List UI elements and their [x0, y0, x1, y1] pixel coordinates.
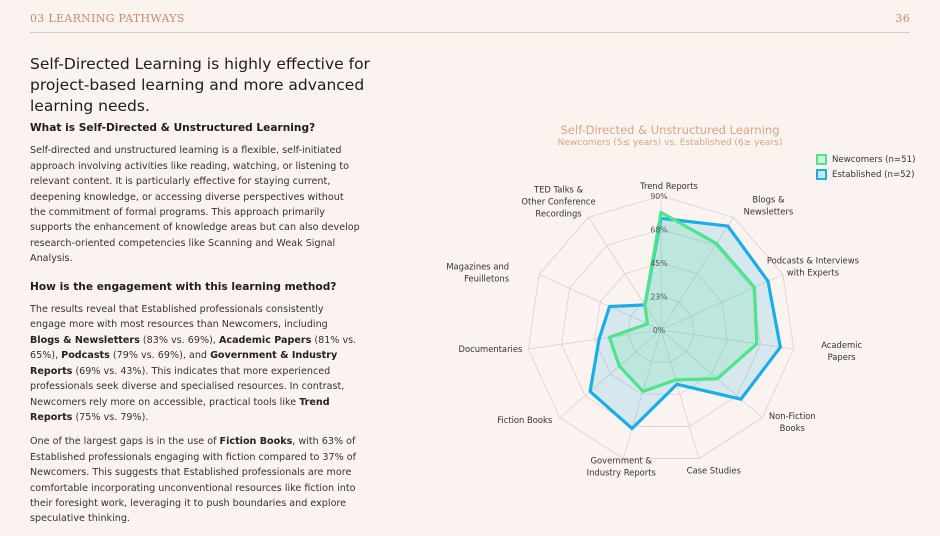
category-label: Papers [828, 352, 856, 362]
category-label: Other Conference [521, 196, 595, 206]
section-heading-engagement: How is the engagement with this learning… [30, 280, 337, 293]
paragraph-text: (75% vs. 79%). [72, 411, 149, 423]
category-label: with Experts [787, 267, 839, 277]
legend-item-established: Established (n=52) [816, 169, 915, 180]
highlighted-resource: Podcasts [61, 350, 110, 362]
category-label: Magazines and [446, 261, 509, 271]
legend-swatch-newcomers [816, 154, 827, 165]
highlighted-resource: Trend Reports [30, 396, 330, 423]
text-column: What is Self-Directed & Unstructured Lea… [30, 121, 360, 536]
category-label: Feuilletons [464, 273, 509, 283]
category-label: Government & [591, 456, 653, 466]
newcomers-series [607, 210, 759, 394]
paragraph-text: (79% vs. 69%), and [109, 350, 211, 362]
page-number: 36 [895, 12, 910, 25]
legend-item-newcomers: Newcomers (n=51) [816, 154, 915, 165]
section-label: 03 LEARNING PATHWAYS [30, 12, 185, 25]
grid-spoke [588, 217, 662, 331]
grid-spoke [660, 329, 763, 419]
legend-swatch-established [816, 169, 827, 180]
paragraph-text: (83% vs. 69%), [139, 334, 219, 346]
chart-subtitle: Newcomers (5≤ years) vs. Established (6≥… [557, 138, 783, 148]
paragraph-text: (69% vs. 43%). This indicates that more … [30, 365, 345, 408]
page-headline: Self-Directed Learning is highly effecti… [30, 55, 370, 115]
grid-ring [561, 229, 761, 427]
grid-spoke [660, 273, 784, 331]
highlighted-resource: Fiction Books [219, 436, 293, 448]
category-label: Trend Reports [639, 181, 698, 191]
grid-spoke [660, 329, 700, 459]
top-bar: 03 LEARNING PATHWAYS 36 [30, 12, 910, 33]
established-series [588, 216, 782, 431]
paragraph-text: One of the largest gaps is in the use of [30, 436, 220, 448]
axis-tick-label: 23% [650, 293, 667, 302]
paragraph-text: (81% vs. 65%), [30, 334, 357, 362]
axis-tick-label: 0% [653, 326, 665, 335]
highlighted-resource: Blogs & Newsletters [30, 334, 140, 346]
section-body-what: Self-directed and unstructured learning … [30, 145, 360, 265]
section-heading-what: What is Self-Directed & Unstructured Lea… [30, 122, 316, 134]
header-rule [30, 32, 910, 33]
grid-spoke [660, 217, 734, 331]
highlighted-resource: Government & Industry Reports [30, 350, 338, 377]
category-label: Documentaries [459, 344, 523, 354]
category-label: Non-Fiction [769, 411, 816, 421]
grid-ring [627, 296, 695, 363]
grid-spoke [559, 329, 662, 419]
paragraph-text: The results reveal that Established prof… [30, 304, 328, 331]
paragraph-text: , with 63% of Established professionals … [30, 436, 357, 525]
category-label: Industry Reports [587, 468, 656, 478]
category-label: Recordings [535, 208, 581, 218]
axis-tick-label: 90% [650, 192, 667, 201]
grid-spoke [660, 329, 794, 350]
grid-spoke [538, 273, 662, 331]
category-label: TED Talks & [533, 184, 584, 194]
highlighted-resource: Academic Papers [218, 334, 312, 346]
grid-spoke [528, 329, 662, 350]
category-label: Blogs & [752, 194, 785, 204]
grid-spoke [622, 329, 662, 459]
category-label: Books [780, 423, 805, 433]
category-label: Podcasts & Interviews [767, 255, 859, 265]
category-label: Academic [821, 340, 862, 350]
chart-legend: Newcomers (n=51) Established (n=52) [816, 154, 915, 184]
engagement-paragraph-2: One of the largest gaps is in the use of… [30, 434, 360, 526]
legend-label-newcomers: Newcomers (n=51) [832, 154, 916, 165]
category-label: Fiction Books [497, 415, 552, 425]
legend-label-established: Established (n=52) [832, 169, 915, 180]
engagement-paragraph-1: The results reveal that Established prof… [30, 302, 360, 425]
category-label: Case Studies [687, 466, 741, 476]
axis-tick-label: 45% [650, 259, 667, 268]
category-label: Newsletters [744, 206, 794, 216]
chart-title: Self-Directed & Unstructured Learning [560, 123, 780, 137]
grid-ring [527, 195, 795, 459]
grid-ring [594, 262, 728, 395]
axis-tick-label: 68% [650, 226, 667, 235]
